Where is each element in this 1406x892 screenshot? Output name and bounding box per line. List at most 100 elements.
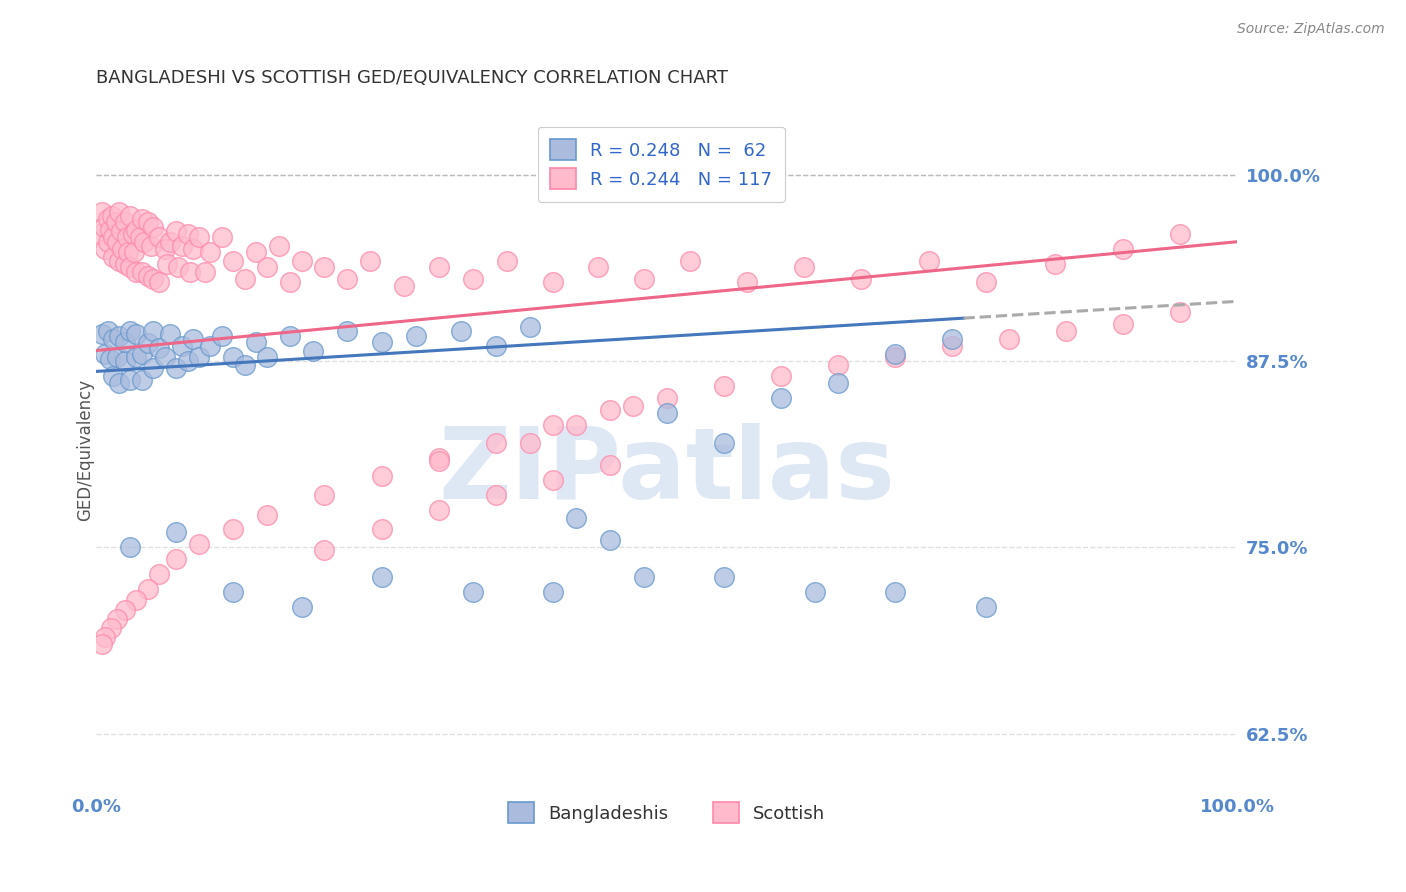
Point: [120, 541, 142, 555]
Point: [136, 336, 159, 351]
Point: [233, 272, 256, 286]
Point: [104, 215, 127, 229]
Y-axis label: GED/Equivalency: GED/Equivalency: [76, 379, 94, 522]
Point: [849, 272, 872, 286]
Point: [181, 242, 204, 256]
Point: [256, 350, 278, 364]
Point: [148, 567, 170, 582]
Point: [94, 346, 117, 360]
Point: [125, 350, 148, 364]
Point: [336, 272, 359, 286]
Point: [125, 592, 148, 607]
Point: [97, 324, 120, 338]
Point: [222, 523, 245, 537]
Point: [165, 361, 187, 376]
Point: [98, 223, 121, 237]
Point: [98, 352, 121, 367]
Point: [114, 334, 136, 349]
Point: [103, 332, 125, 346]
Point: [1112, 317, 1135, 331]
Point: [405, 328, 427, 343]
Point: [125, 264, 148, 278]
Point: [100, 621, 122, 635]
Point: [314, 260, 336, 274]
Point: [564, 418, 586, 433]
Point: [128, 230, 150, 244]
Point: [713, 436, 735, 450]
Point: [120, 324, 142, 338]
Point: [167, 260, 190, 274]
Point: [93, 219, 115, 234]
Point: [122, 245, 145, 260]
Point: [827, 359, 849, 373]
Point: [884, 585, 907, 599]
Point: [142, 361, 165, 376]
Point: [427, 260, 450, 274]
Point: [678, 254, 700, 268]
Point: [713, 570, 735, 584]
Point: [804, 585, 827, 599]
Point: [359, 254, 381, 268]
Point: [621, 399, 644, 413]
Point: [110, 224, 132, 238]
Point: [136, 268, 159, 283]
Point: [256, 260, 278, 274]
Point: [735, 275, 758, 289]
Point: [370, 523, 392, 537]
Point: [120, 210, 142, 224]
Point: [131, 346, 153, 360]
Point: [370, 468, 392, 483]
Point: [267, 239, 290, 253]
Point: [136, 215, 159, 229]
Point: [655, 391, 678, 405]
Point: [769, 391, 792, 405]
Point: [998, 332, 1021, 346]
Text: BANGLADESHI VS SCOTTISH GED/EQUIVALENCY CORRELATION CHART: BANGLADESHI VS SCOTTISH GED/EQUIVALENCY …: [96, 69, 728, 87]
Point: [131, 212, 153, 227]
Point: [1168, 305, 1191, 319]
Legend: Bangladeshis, Scottish: Bangladeshis, Scottish: [499, 793, 834, 832]
Point: [633, 272, 655, 286]
Point: [314, 543, 336, 558]
Point: [115, 230, 138, 244]
Text: Source: ZipAtlas.com: Source: ZipAtlas.com: [1237, 22, 1385, 37]
Point: [153, 242, 176, 256]
Point: [278, 275, 301, 289]
Point: [211, 230, 233, 244]
Point: [245, 245, 267, 260]
Point: [114, 354, 136, 368]
Point: [159, 235, 181, 249]
Point: [148, 275, 170, 289]
Point: [222, 350, 245, 364]
Point: [222, 254, 245, 268]
Point: [108, 205, 131, 219]
Point: [114, 603, 136, 617]
Point: [655, 406, 678, 420]
Point: [200, 245, 222, 260]
Point: [108, 328, 131, 343]
Point: [370, 334, 392, 349]
Point: [105, 350, 128, 364]
Point: [461, 272, 484, 286]
Point: [156, 257, 179, 271]
Text: ZIPatlas: ZIPatlas: [439, 423, 896, 519]
Point: [485, 488, 508, 502]
Point: [291, 599, 314, 614]
Point: [181, 332, 204, 346]
Point: [125, 327, 148, 342]
Point: [114, 257, 136, 271]
Point: [176, 227, 198, 242]
Point: [170, 239, 193, 253]
Point: [131, 373, 153, 387]
Point: [101, 210, 124, 224]
Point: [1112, 242, 1135, 256]
Point: [427, 454, 450, 468]
Point: [103, 230, 125, 244]
Point: [91, 637, 114, 651]
Point: [136, 582, 159, 596]
Point: [1043, 257, 1066, 271]
Point: [187, 350, 209, 364]
Point: [170, 339, 193, 353]
Point: [105, 235, 128, 249]
Point: [519, 436, 541, 450]
